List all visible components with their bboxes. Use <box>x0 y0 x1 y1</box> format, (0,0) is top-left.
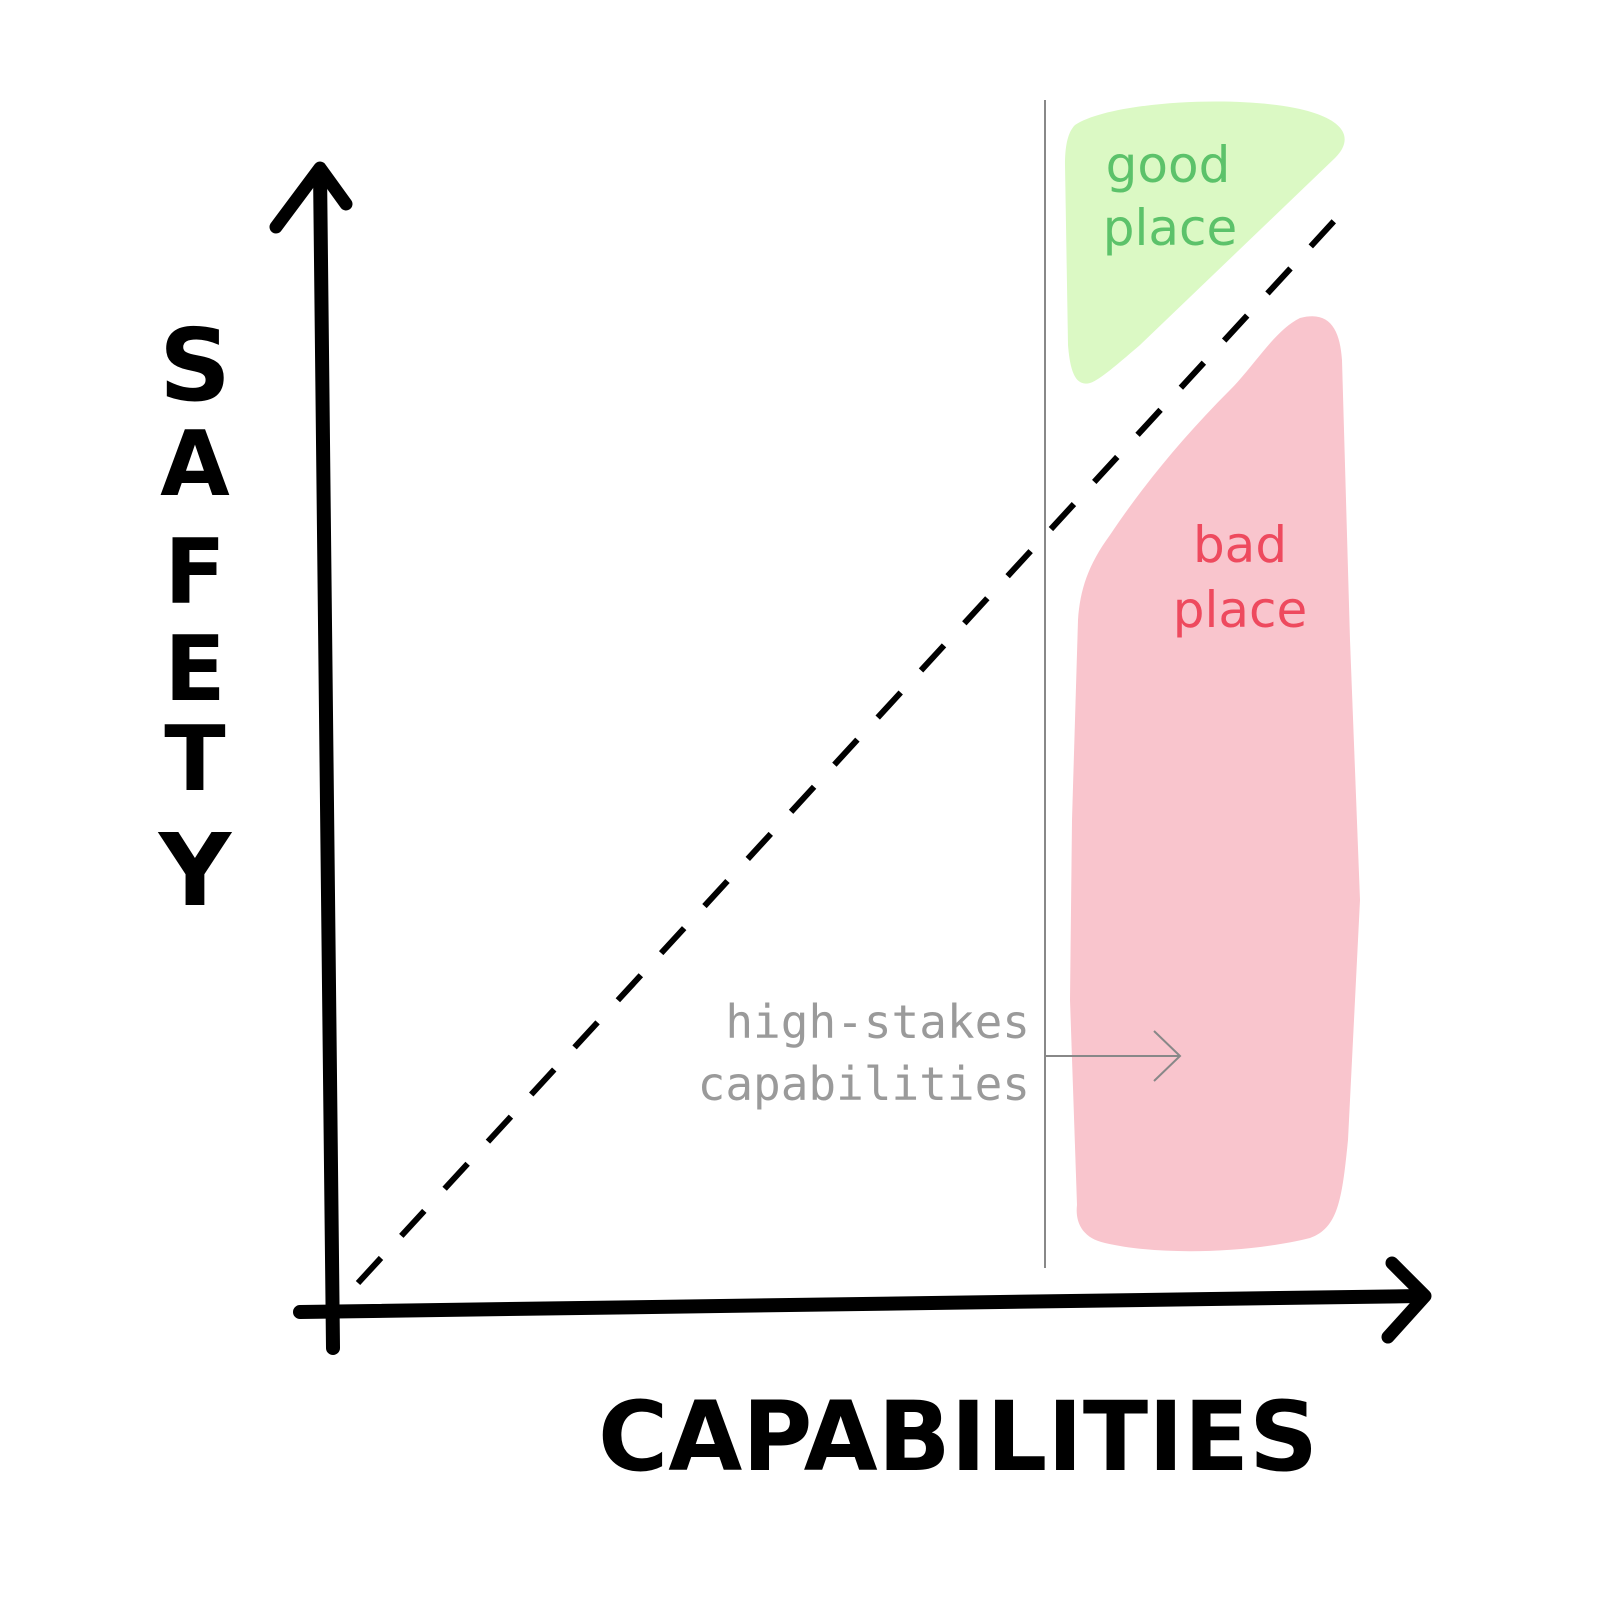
x-axis <box>293 1256 1432 1344</box>
y-axis-label: S A F E T Y <box>158 307 233 929</box>
y-axis-label-letter: F <box>164 520 225 625</box>
x-axis-label: CAPABILITIES <box>598 1381 1318 1493</box>
y-axis-label-letter: T <box>164 707 225 812</box>
y-axis-line <box>313 163 340 1355</box>
good-place-label-line2: place <box>1103 199 1238 257</box>
bad-place-region <box>1070 316 1360 1252</box>
bad-place-label-line2: place <box>1173 581 1308 639</box>
good-place-label-line1: good <box>1106 136 1231 194</box>
x-axis-arrowhead <box>1381 1256 1432 1344</box>
y-axis-label-letter: A <box>160 412 230 517</box>
y-axis-label-letter: S <box>159 307 231 424</box>
high-stakes-label-line1: high-stakes <box>725 995 1030 1049</box>
y-axis-arrowhead <box>269 161 353 234</box>
y-axis-label-letter: E <box>164 617 225 722</box>
y-axis-label-letter: Y <box>158 812 233 929</box>
y-axis <box>269 161 353 1355</box>
high-stakes-label-line2: capabilities <box>698 1057 1030 1111</box>
bad-place-label-line1: bad <box>1193 516 1287 574</box>
x-axis-line <box>293 1289 1427 1319</box>
dashed-trend-line <box>355 217 1338 1286</box>
high-stakes-pointer-arrow <box>1045 1030 1182 1082</box>
good-place-region <box>1065 101 1345 384</box>
